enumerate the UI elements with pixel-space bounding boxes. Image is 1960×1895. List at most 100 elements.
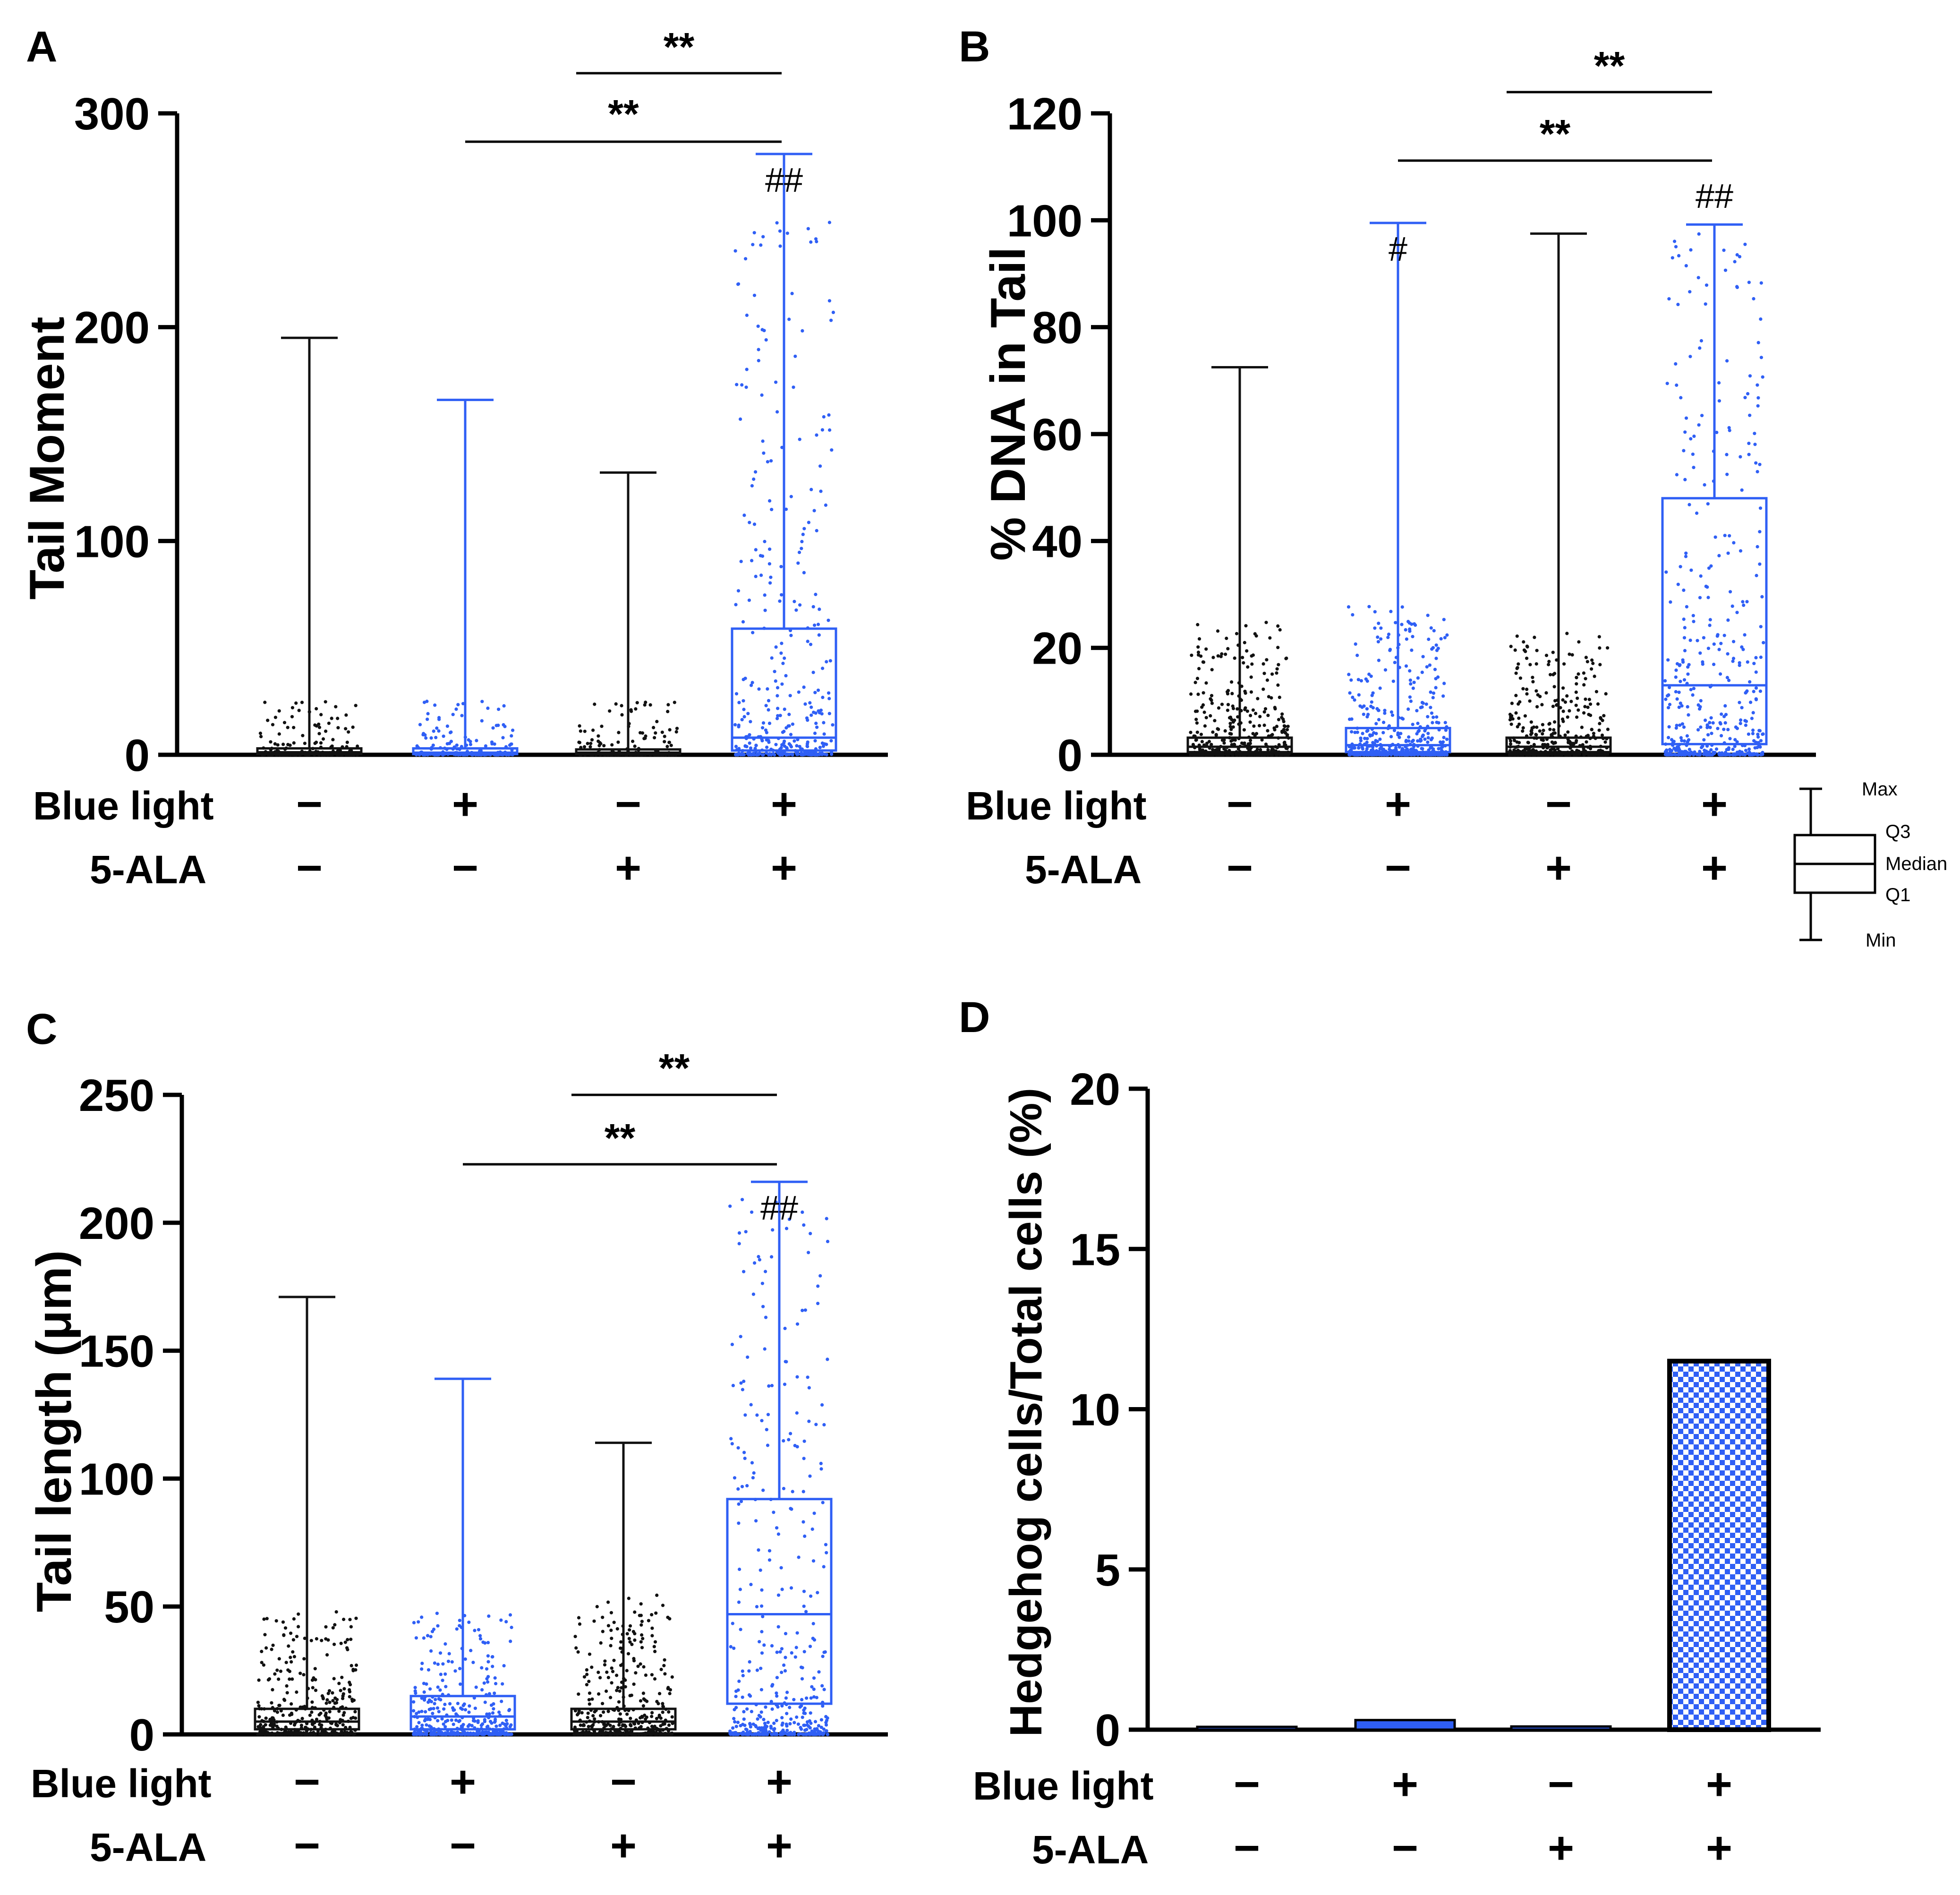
panel-b-group-4-point — [1738, 661, 1741, 665]
panel-a-group-4-point — [822, 415, 826, 419]
panel-b-group-2-point — [1411, 635, 1415, 639]
panel-b-group-2-point — [1411, 723, 1415, 726]
panel-b-group-3-point — [1516, 725, 1519, 729]
panel-c-significance-hash-1: ## — [760, 1189, 798, 1227]
panel-c-group-4-point — [738, 1588, 742, 1591]
panel-c-group-3-point — [610, 1681, 614, 1685]
panel-a-group-4-point — [763, 608, 767, 612]
panel-c-group-4-point — [744, 1230, 748, 1234]
panel-b-group-4-point — [1684, 555, 1688, 558]
panel-c-group-4-point — [769, 1699, 773, 1703]
panel-c-group-3-point — [625, 1669, 629, 1673]
sign-5-ala-b-2: − — [1385, 843, 1411, 893]
panel-c-group-2-point — [436, 1624, 440, 1628]
panel-a-group-4-point — [806, 227, 810, 230]
panel-b-group-3-point — [1598, 663, 1602, 666]
panel-c-group-1-point — [264, 1646, 268, 1650]
panel-c-group-2-point — [485, 1712, 489, 1716]
panel-b-group-4-point — [1709, 748, 1713, 752]
panel-c-group-1-point — [325, 1698, 329, 1702]
panel-b-group-4-point — [1689, 750, 1693, 754]
sign-blue-light-c-2: + — [450, 1757, 476, 1807]
panel-b-group-1-point — [1204, 716, 1208, 719]
panel-c-group-2-point — [482, 1681, 486, 1685]
panel-b-group-2-point — [1415, 709, 1419, 713]
panel-c-group-4-point — [783, 1326, 787, 1331]
panel-c-group-4-point — [802, 1708, 806, 1712]
panel-c-group-3-point — [610, 1666, 614, 1670]
panel-b-group-4-point — [1725, 452, 1729, 457]
panel-c-group-4-point — [760, 1630, 764, 1634]
panel-a-group-4-point — [803, 702, 807, 706]
panel-a-group-4-point — [798, 437, 801, 441]
panel-c-group-2-point — [455, 1627, 459, 1631]
panel-a-group-4-point — [818, 607, 821, 611]
panel-a-group-4-point — [747, 598, 751, 602]
panel-c-group-4-point — [747, 1693, 751, 1697]
panel-c-group-4-point — [779, 1566, 783, 1570]
panel-a-group-4-point — [830, 752, 834, 756]
panel-b-group-3-point — [1597, 635, 1601, 639]
panel-b-group-3-point — [1542, 728, 1545, 732]
panel-b-group-4-point — [1682, 636, 1687, 640]
panel-b-group-3-point — [1603, 753, 1607, 757]
panel-c-group-1-point — [260, 1661, 264, 1665]
panel-b-group-3-point — [1513, 752, 1517, 756]
panel-c-group-1-point — [349, 1664, 353, 1667]
panel-a-group-4-point — [783, 656, 786, 660]
panel-b-group-1-point — [1255, 753, 1259, 757]
panel-a-group-2-point — [422, 733, 426, 737]
panel-b-group-1-point — [1211, 748, 1215, 751]
panel-a-group-4-point — [819, 708, 823, 712]
panel-b-group-1-point — [1220, 702, 1224, 706]
panel-b-group-2-point — [1439, 637, 1443, 640]
panel-c-group-4-point — [801, 1520, 805, 1524]
panel-b-group-4-point — [1703, 483, 1706, 487]
panel-b-group-4-point — [1740, 706, 1744, 709]
panel-c-group-1-point — [257, 1678, 261, 1682]
panel-a-group-3-point — [675, 726, 679, 730]
panel-c-group-4-point — [802, 1724, 806, 1727]
panel-c-group-4-point — [784, 1696, 788, 1700]
panel-c-group-2-point — [510, 1733, 513, 1736]
panel-b-group-3-point — [1590, 667, 1594, 671]
panel-b-group-4-point — [1754, 656, 1758, 659]
panel-a-group-4-point — [761, 721, 766, 725]
panel-c-group-4-point — [808, 1474, 812, 1478]
panel-b-group-1-point — [1199, 733, 1203, 736]
panel-b-group-3-box — [1505, 736, 1612, 753]
panel-b-y-tick-label: 0 — [1057, 730, 1082, 781]
panel-a-group-4-point — [821, 695, 825, 700]
panel-a-group-4-point — [778, 599, 782, 603]
panel-c-group-3-point — [586, 1711, 590, 1715]
panel-c-group-1-point — [291, 1650, 295, 1654]
panel-c-group-2-point — [461, 1731, 465, 1735]
sign-5-ala-d-1: − — [1234, 1823, 1260, 1873]
panel-c-group-3-point — [605, 1670, 609, 1674]
panel-b-group-4-point — [1680, 704, 1684, 708]
panel-b-group-2-point — [1400, 605, 1404, 609]
panel-c-group-1-point — [339, 1641, 343, 1645]
panel-c-group-2-point — [417, 1620, 420, 1624]
panel-d-bar-3 — [1510, 1725, 1612, 1731]
panel-a-group-4-point — [752, 477, 756, 481]
panel-a-group-4-point — [817, 633, 821, 637]
panel-b-group-4-point — [1691, 693, 1695, 697]
panel-c-group-4-point — [793, 1443, 797, 1448]
sign-5-ala-d-3: + — [1548, 1823, 1574, 1873]
panel-c-group-1-point — [342, 1711, 346, 1715]
panel-c-group-2-point — [461, 1704, 465, 1707]
panel-a-group-2-point — [493, 742, 496, 746]
panel-c-group-1-point — [343, 1733, 348, 1736]
panel-b-group-3-point — [1580, 726, 1584, 729]
panel-b-group-4-point — [1695, 511, 1699, 515]
panel-a-group-3-point — [643, 703, 647, 707]
panel-c-group-4-point — [760, 1588, 764, 1592]
panel-a-group-1-point — [347, 730, 350, 734]
panel-b-group-3-point — [1565, 753, 1568, 757]
panel-b-group-4-point — [1672, 746, 1676, 750]
panel-b-group-1-point — [1244, 706, 1247, 710]
panel-c-group-1-point — [289, 1730, 293, 1733]
panel-c-group-2-point — [478, 1634, 482, 1638]
